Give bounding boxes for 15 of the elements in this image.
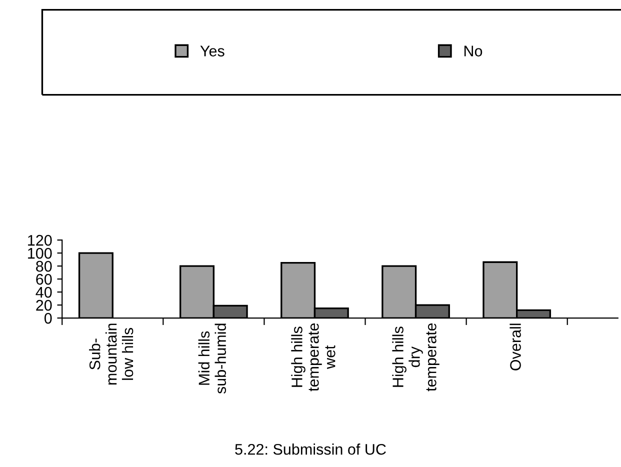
x-tick-label: High hills dry temperate (392, 323, 440, 392)
x-tick-label: Mid hills sub-humid (198, 324, 226, 394)
text: 5.22: Submissin of UC (235, 444, 386, 455)
y-tick-label: 40 (36, 286, 52, 298)
legend-label: No (464, 46, 482, 56)
y-tick-label: 0 (44, 312, 52, 324)
legend-label: Yes (200, 46, 224, 56)
y-tick-label: 20 (36, 300, 52, 311)
y-tick-label: 120 (28, 234, 52, 246)
x-tick-label: High hills temperate wet (291, 323, 336, 392)
y-tick-label: 80 (36, 260, 52, 272)
y-tick-label: 100 (28, 248, 52, 259)
x-tick-label: Overall (510, 324, 521, 370)
x-tick-label: Sub- mountain low hills (89, 324, 134, 385)
y-tick-label: 60 (36, 274, 52, 285)
